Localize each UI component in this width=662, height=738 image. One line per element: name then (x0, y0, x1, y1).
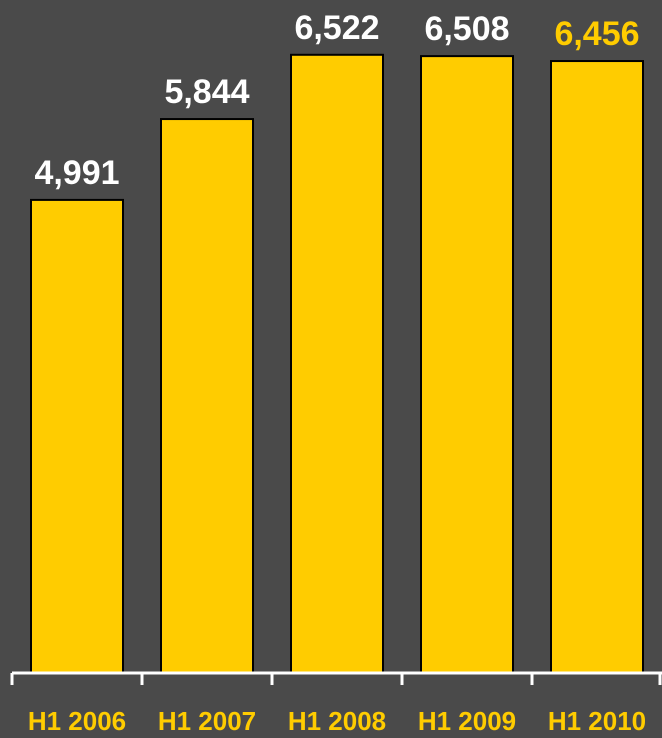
bar-h1-2007 (160, 118, 254, 675)
bar-h1-2006 (30, 198, 124, 675)
category-label: H1 2006 (28, 706, 126, 736)
category-label: H1 2008 (288, 706, 386, 736)
value-label: 6,522 (294, 9, 379, 47)
category-label: H1 2009 (418, 706, 516, 736)
category-label: H1 2007 (158, 706, 256, 736)
value-label: 4,991 (34, 154, 119, 192)
bar-h1-2010 (550, 60, 644, 674)
value-label: 6,456 (554, 15, 639, 53)
value-label: 5,844 (164, 73, 249, 111)
category-labels-group: H1 2006 H1 2007 H1 2008 H1 2009 H1 2010 (28, 706, 646, 736)
value-labels-group: 4,991 5,844 6,522 6,508 6,456 (34, 9, 639, 192)
bars-group (30, 53, 644, 675)
bar-h1-2009 (420, 55, 514, 674)
x-axis (10, 671, 662, 685)
value-label: 6,508 (424, 10, 509, 48)
category-label: H1 2010 (548, 706, 646, 736)
bar-h1-2008 (290, 53, 384, 674)
